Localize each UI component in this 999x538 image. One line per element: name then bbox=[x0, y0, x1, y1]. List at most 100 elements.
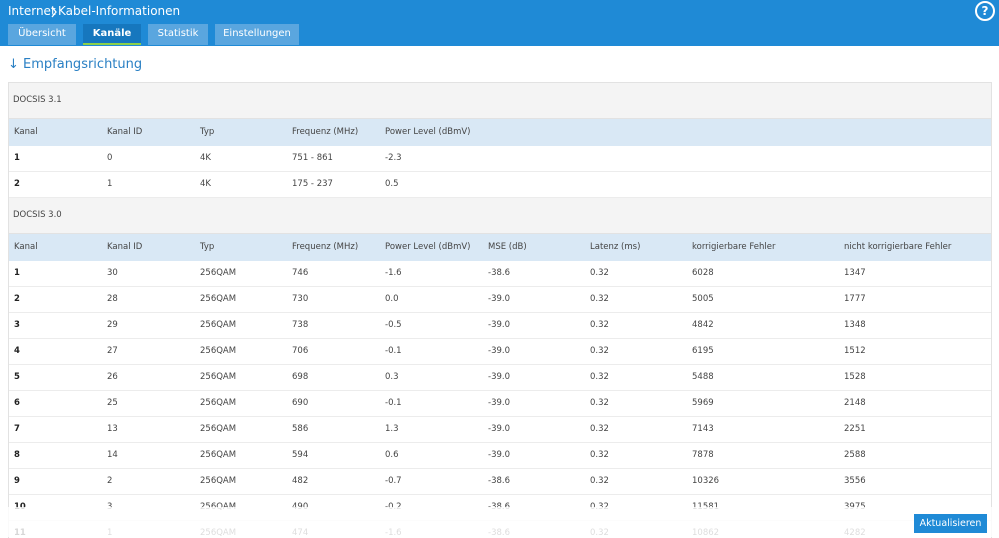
cell: 0.32 bbox=[590, 476, 609, 486]
cell: 706 bbox=[292, 346, 309, 356]
cell: 1 bbox=[14, 268, 20, 278]
cell: 2148 bbox=[844, 398, 866, 408]
section-title: ↓ Empfangsrichtung bbox=[8, 57, 143, 72]
cell: 0.32 bbox=[590, 320, 609, 330]
cell: 1512 bbox=[844, 346, 866, 356]
column-header: korrigierbare Fehler bbox=[692, 242, 776, 252]
cell: 5 bbox=[14, 372, 20, 382]
cell: 0.32 bbox=[590, 294, 609, 304]
cell: 2588 bbox=[844, 450, 866, 460]
cell: -1.6 bbox=[385, 268, 402, 278]
tab[interactable]: Statistik bbox=[148, 24, 208, 45]
cell: 28 bbox=[107, 294, 118, 304]
header: Internet Kabel-Informationen ? Übersicht… bbox=[0, 0, 999, 46]
cell: 256QAM bbox=[200, 268, 237, 278]
column-header: MSE (dB) bbox=[488, 242, 527, 252]
cell: 0.5 bbox=[385, 179, 399, 189]
cell: -39.0 bbox=[488, 424, 510, 434]
cell: 256QAM bbox=[200, 372, 237, 382]
cell: 6 bbox=[14, 398, 20, 408]
cell: 6028 bbox=[692, 268, 714, 278]
cell: 256QAM bbox=[200, 398, 237, 408]
table-row: 1 0 4K 751 - 861 -2.3 bbox=[9, 146, 991, 172]
cell: 690 bbox=[292, 398, 309, 408]
cell: 738 bbox=[292, 320, 309, 330]
table-title: DOCSIS 3.0 bbox=[9, 198, 991, 234]
cell: 2 bbox=[107, 476, 113, 486]
column-header: Kanal bbox=[14, 242, 38, 252]
cell: 0.0 bbox=[385, 294, 399, 304]
cell: 730 bbox=[292, 294, 309, 304]
cell: 6195 bbox=[692, 346, 714, 356]
cell: 1347 bbox=[844, 268, 866, 278]
cell: 4 bbox=[14, 346, 20, 356]
table-row: 6 25 256QAM 690 -0.1 -39.0 0.32 5969 2148 bbox=[9, 391, 991, 417]
cell: 5005 bbox=[692, 294, 714, 304]
cell: 7143 bbox=[692, 424, 714, 434]
table-row: 3 29 256QAM 738 -0.5 -39.0 0.32 4842 1348 bbox=[9, 313, 991, 339]
table-row: 2 28 256QAM 730 0.0 -39.0 0.32 5005 1777 bbox=[9, 287, 991, 313]
cell: 698 bbox=[292, 372, 309, 382]
cell: 1 bbox=[107, 179, 113, 189]
cell: -2.3 bbox=[385, 153, 402, 163]
cell: 0.6 bbox=[385, 450, 399, 460]
column-header: nicht korrigierbare Fehler bbox=[844, 242, 952, 252]
cell: 25 bbox=[107, 398, 118, 408]
cell: 3 bbox=[14, 320, 20, 330]
cell: 1.3 bbox=[385, 424, 399, 434]
column-header: Typ bbox=[200, 242, 215, 252]
cell: 0.32 bbox=[590, 450, 609, 460]
cell: 0.32 bbox=[590, 398, 609, 408]
cell: 0.32 bbox=[590, 346, 609, 356]
cell: 256QAM bbox=[200, 346, 237, 356]
cell: -39.0 bbox=[488, 346, 510, 356]
header-row: Kanal Kanal ID Typ Frequenz (MHz) Power Leve… bbox=[9, 234, 991, 261]
table-container: DOCSIS 3.1 Kanal Kanal ID Typ Frequenz (MHz)… bbox=[8, 82, 992, 538]
column-header: Typ bbox=[200, 127, 215, 137]
cell: 256QAM bbox=[200, 320, 237, 330]
cell: 26 bbox=[107, 372, 118, 382]
tab[interactable]: Kanäle bbox=[83, 24, 141, 45]
cell: 1777 bbox=[844, 294, 866, 304]
tab[interactable]: Übersicht bbox=[8, 24, 76, 45]
table-row: 5 26 256QAM 698 0.3 -39.0 0.32 5488 1528 bbox=[9, 365, 991, 391]
cell: 1348 bbox=[844, 320, 866, 330]
cell: 29 bbox=[107, 320, 118, 330]
help-button[interactable]: ? bbox=[975, 1, 995, 21]
cell: 0 bbox=[107, 153, 113, 163]
cell: 9 bbox=[14, 476, 20, 486]
cell: 4K bbox=[200, 153, 211, 163]
cell: 256QAM bbox=[200, 294, 237, 304]
cell: 4842 bbox=[692, 320, 714, 330]
cell: -0.5 bbox=[385, 320, 402, 330]
table-row: 2 1 4K 175 - 237 0.5 bbox=[9, 172, 991, 198]
tab[interactable]: Einstellungen bbox=[215, 24, 299, 45]
cell: 5969 bbox=[692, 398, 714, 408]
cell: 746 bbox=[292, 268, 309, 278]
cell: -39.0 bbox=[488, 320, 510, 330]
cell: -39.0 bbox=[488, 372, 510, 382]
cell: -0.7 bbox=[385, 476, 402, 486]
cell: 2 bbox=[14, 294, 20, 304]
column-header: Frequenz (MHz) bbox=[292, 127, 359, 137]
cell: 175 - 237 bbox=[292, 179, 333, 189]
cell: 1528 bbox=[844, 372, 866, 382]
cell: -39.0 bbox=[488, 294, 510, 304]
footer bbox=[0, 507, 999, 537]
chevron bbox=[51, 6, 57, 18]
cell: 10326 bbox=[692, 476, 720, 486]
cell: 256QAM bbox=[200, 476, 237, 486]
cell: 586 bbox=[292, 424, 309, 434]
cell: 2251 bbox=[844, 424, 866, 434]
breadcrumb[interactable]: Internet bbox=[8, 4, 56, 18]
column-header: Kanal ID bbox=[107, 242, 143, 252]
cell: 5488 bbox=[692, 372, 714, 382]
refresh-button[interactable]: Aktualisieren bbox=[914, 514, 987, 533]
column-header: Power Level (dBmV) bbox=[385, 127, 471, 137]
cell: 482 bbox=[292, 476, 309, 486]
column-header: Latenz (ms) bbox=[590, 242, 641, 252]
cell: 594 bbox=[292, 450, 309, 460]
cell: 0.32 bbox=[590, 372, 609, 382]
table-row: 1 30 256QAM 746 -1.6 -38.6 0.32 6028 1347 bbox=[9, 261, 991, 287]
